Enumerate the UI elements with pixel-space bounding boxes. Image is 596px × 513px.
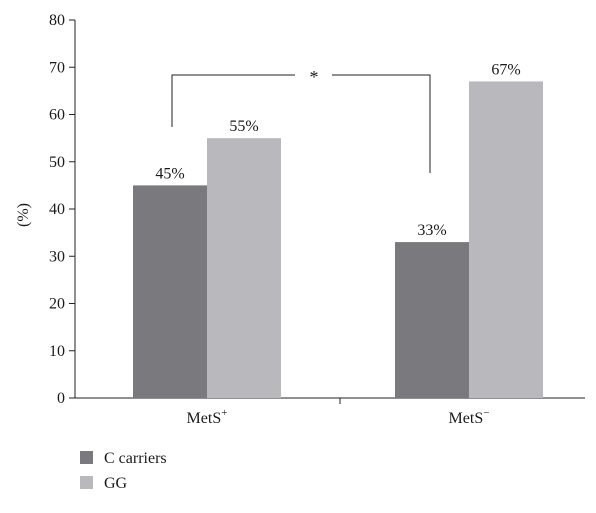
y-tick-label-50: 50 bbox=[49, 154, 65, 171]
y-tick-label-10: 10 bbox=[49, 343, 65, 360]
bar-1-1 bbox=[469, 81, 543, 399]
data-label-1-0: 33% bbox=[417, 222, 446, 239]
bar-1-0 bbox=[395, 242, 469, 398]
y-tick-label-70: 70 bbox=[49, 59, 65, 76]
y-tick-label-30: 30 bbox=[49, 248, 65, 265]
y-tick-label-40: 40 bbox=[49, 201, 65, 218]
category-label-0: MetS+ bbox=[187, 407, 228, 427]
y-tick-label-20: 20 bbox=[49, 296, 65, 313]
y-tick-label-80: 80 bbox=[49, 12, 65, 29]
bar-0-1 bbox=[207, 138, 281, 398]
significance-bracket-left bbox=[171, 74, 295, 127]
data-label-0-0: 45% bbox=[155, 165, 184, 182]
data-label-1-1: 67% bbox=[491, 61, 520, 78]
bar-0-0 bbox=[133, 185, 207, 398]
significance-bracket-right bbox=[332, 74, 431, 173]
legend-swatch-1 bbox=[80, 476, 93, 489]
y-tick-label-60: 60 bbox=[49, 107, 65, 124]
category-label-1: MetS− bbox=[449, 407, 490, 427]
data-label-0-1: 55% bbox=[229, 118, 258, 135]
legend-swatch-0 bbox=[80, 451, 93, 464]
y-tick-label-0: 0 bbox=[57, 390, 65, 407]
y-axis-label: (%) bbox=[15, 203, 32, 227]
significance-marker: * bbox=[310, 67, 319, 87]
legend-label-0: C carriers bbox=[104, 450, 167, 467]
legend-label-1: GG bbox=[104, 475, 128, 492]
